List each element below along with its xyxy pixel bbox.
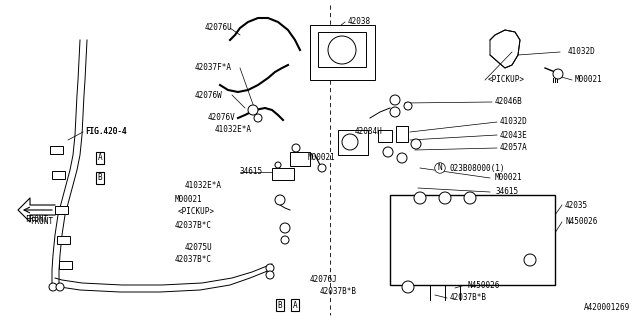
Text: 41032D: 41032D — [500, 117, 528, 126]
Bar — [318, 32, 366, 67]
Circle shape — [266, 271, 274, 279]
Circle shape — [275, 162, 281, 168]
Text: 42037B*B: 42037B*B — [450, 293, 487, 302]
Text: 42038: 42038 — [348, 18, 371, 27]
Bar — [60, 261, 72, 269]
Circle shape — [49, 283, 57, 291]
Text: <PICKUP>: <PICKUP> — [178, 207, 215, 217]
Circle shape — [390, 107, 400, 117]
Text: FIG.420-4: FIG.420-4 — [85, 127, 127, 137]
Bar — [338, 130, 368, 155]
Text: 42076V: 42076V — [208, 114, 236, 123]
Text: 41032E*A: 41032E*A — [215, 125, 252, 134]
Text: 42037B*B: 42037B*B — [320, 287, 357, 297]
Text: A: A — [292, 300, 298, 309]
Bar — [52, 171, 65, 179]
Bar — [390, 195, 555, 285]
Circle shape — [402, 281, 414, 293]
Text: 34615: 34615 — [495, 188, 518, 196]
Circle shape — [254, 114, 262, 122]
Circle shape — [266, 264, 274, 272]
Circle shape — [553, 69, 563, 79]
Circle shape — [328, 36, 356, 64]
Text: FIG.420-4: FIG.420-4 — [85, 127, 127, 137]
Circle shape — [280, 223, 290, 233]
Circle shape — [342, 134, 358, 150]
Bar — [290, 152, 310, 166]
Bar — [378, 130, 392, 142]
Text: 023B08000(1): 023B08000(1) — [450, 164, 506, 172]
Circle shape — [248, 105, 258, 115]
Circle shape — [292, 144, 300, 152]
Circle shape — [56, 283, 64, 291]
Text: 41032D: 41032D — [568, 47, 596, 57]
Text: 42046B: 42046B — [495, 98, 523, 107]
Bar — [272, 168, 294, 180]
Circle shape — [397, 153, 407, 163]
Circle shape — [411, 139, 421, 149]
Text: B: B — [98, 173, 102, 182]
Text: 42037B*C: 42037B*C — [175, 220, 212, 229]
Text: 42075U: 42075U — [185, 244, 212, 252]
Circle shape — [464, 192, 476, 204]
Text: B: B — [278, 300, 282, 309]
Bar — [396, 126, 408, 142]
Text: M00021: M00021 — [575, 76, 603, 84]
Text: M00021: M00021 — [175, 196, 203, 204]
Text: 42035: 42035 — [565, 201, 588, 210]
Bar — [57, 236, 70, 244]
Text: 42043E: 42043E — [500, 131, 528, 140]
Text: N: N — [438, 164, 442, 172]
Text: 42037B*C: 42037B*C — [175, 255, 212, 265]
Circle shape — [318, 164, 326, 172]
Text: M00021: M00021 — [495, 173, 523, 182]
Text: M00021: M00021 — [308, 154, 336, 163]
Text: 42084H: 42084H — [355, 127, 383, 137]
Polygon shape — [490, 30, 520, 68]
Circle shape — [439, 192, 451, 204]
Text: 42057A: 42057A — [500, 143, 528, 153]
Bar — [310, 25, 375, 80]
Circle shape — [390, 95, 400, 105]
Text: 42076W: 42076W — [195, 91, 223, 100]
Text: 42037F*A: 42037F*A — [195, 63, 232, 73]
Text: 34615: 34615 — [240, 167, 263, 177]
Text: 42076J: 42076J — [310, 276, 338, 284]
Text: FRONT: FRONT — [30, 218, 53, 227]
Circle shape — [404, 102, 412, 110]
Text: N450026: N450026 — [565, 218, 597, 227]
Circle shape — [281, 236, 289, 244]
Circle shape — [414, 192, 426, 204]
Bar — [50, 146, 63, 154]
Text: A: A — [98, 154, 102, 163]
Text: FRONT: FRONT — [25, 215, 48, 225]
Text: 42076U: 42076U — [205, 23, 233, 33]
Text: A420001269: A420001269 — [584, 303, 630, 312]
Text: 41032E*A: 41032E*A — [185, 180, 222, 189]
Circle shape — [524, 254, 536, 266]
Text: N450026: N450026 — [468, 281, 500, 290]
Text: <PICKUP>: <PICKUP> — [488, 76, 525, 84]
Circle shape — [275, 195, 285, 205]
Bar — [55, 206, 68, 214]
Circle shape — [383, 147, 393, 157]
